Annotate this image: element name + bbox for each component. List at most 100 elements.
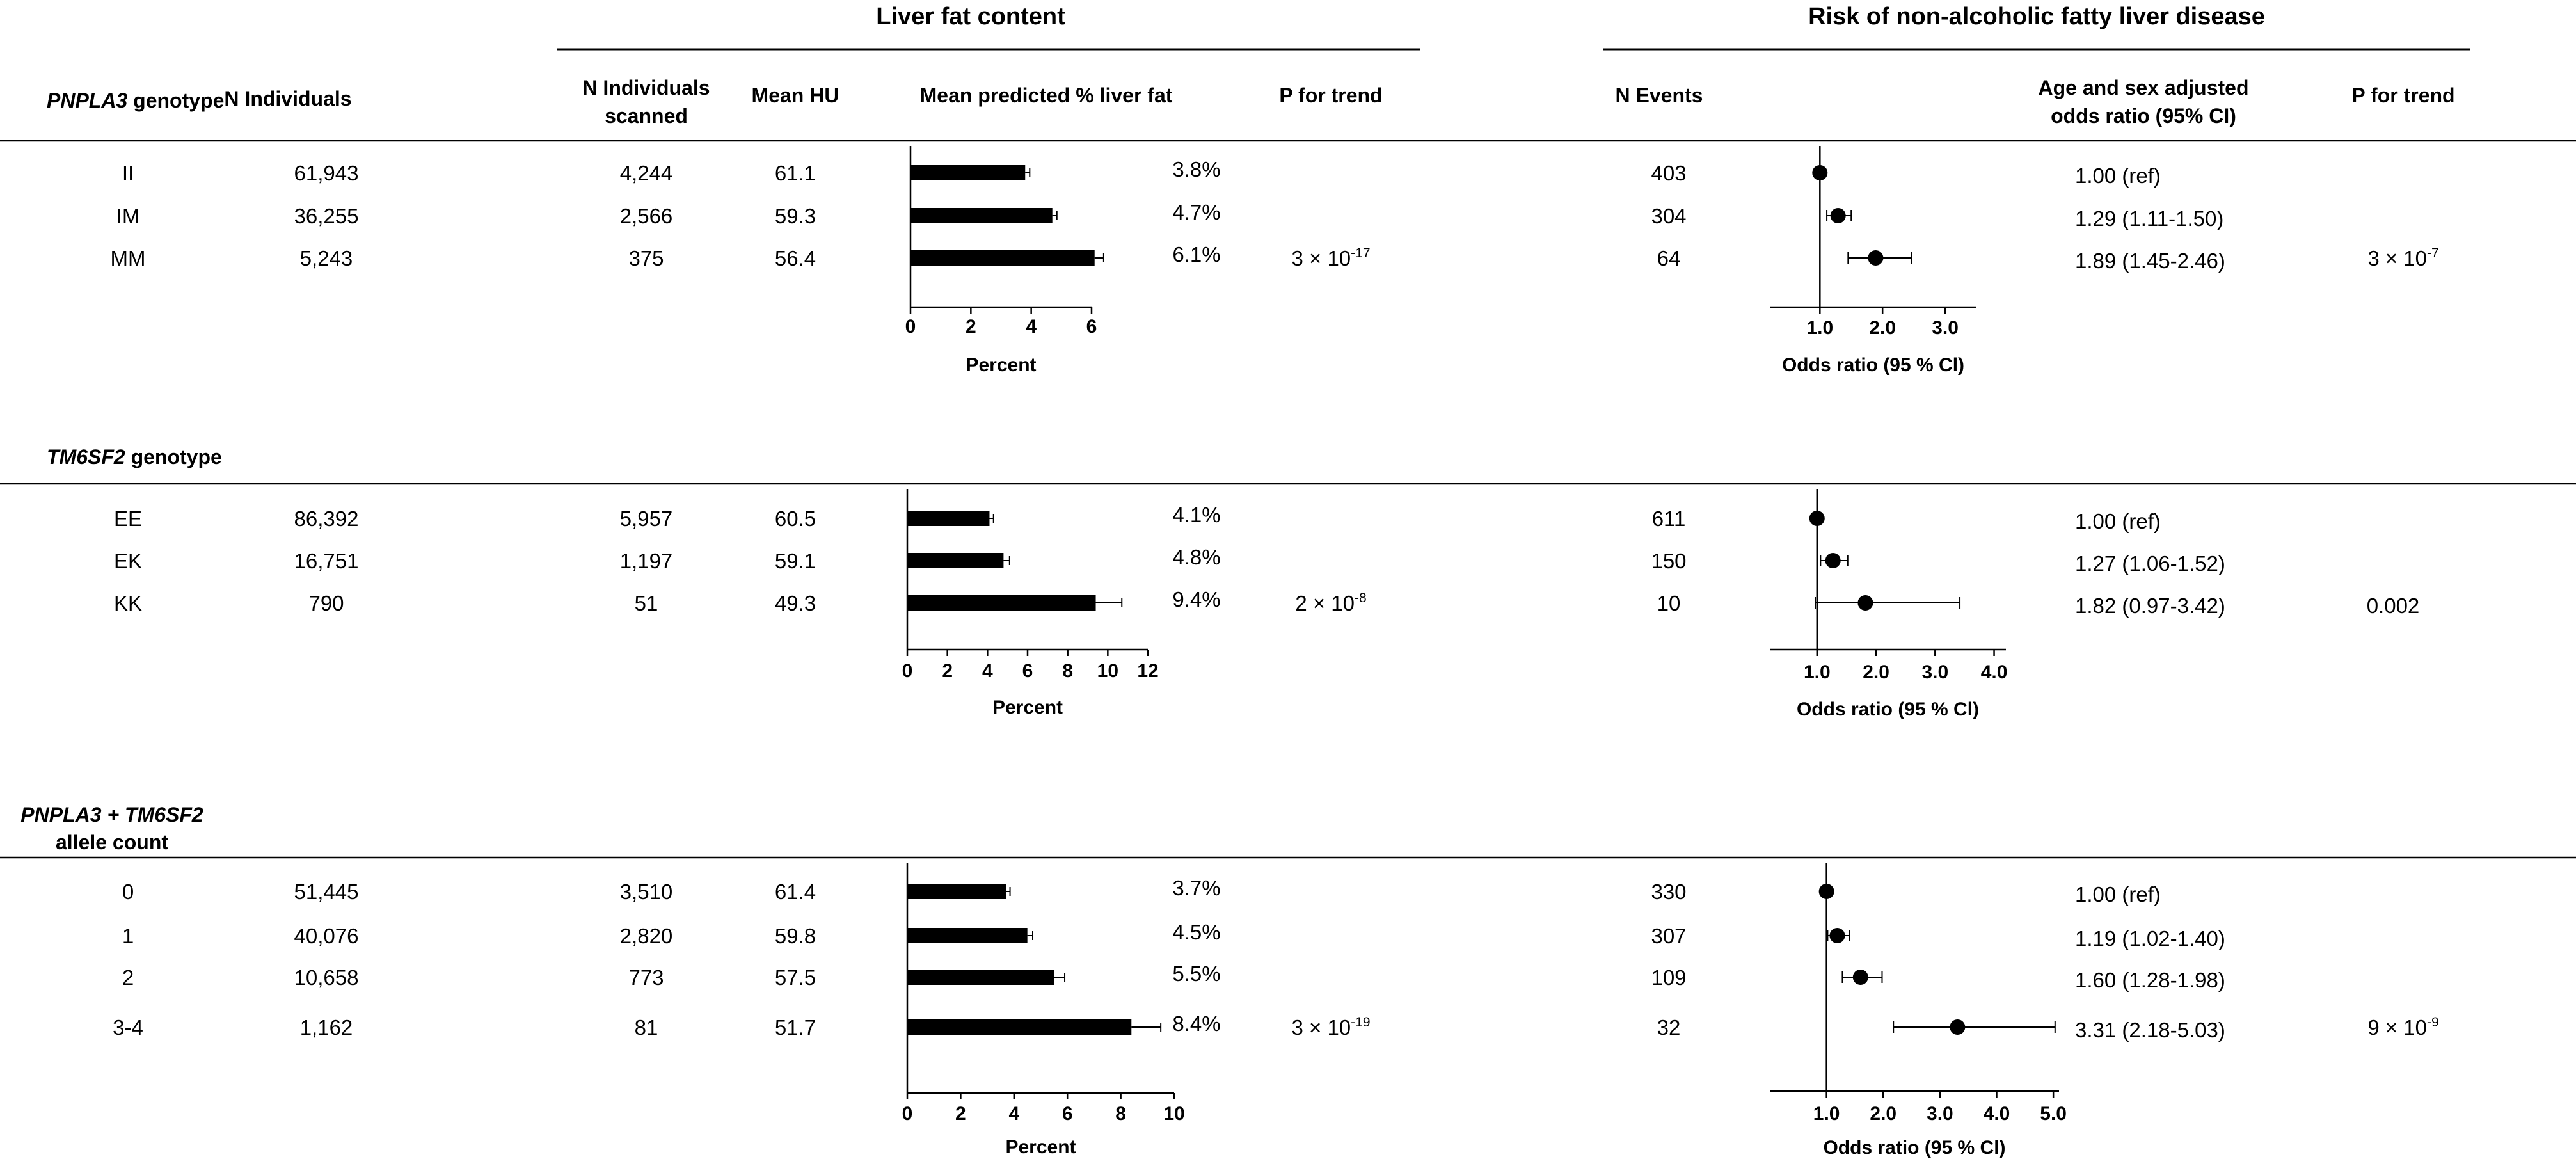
bar-tick-label: 6	[1022, 660, 1033, 682]
forest-point	[1950, 1019, 1966, 1035]
pnpla3-genotype-title: PNPLA3 genotype	[47, 89, 224, 112]
bar-tick-label: 8	[1115, 1103, 1126, 1124]
row-label: KK	[114, 591, 142, 615]
n-individuals-cell: 16,751	[294, 549, 359, 573]
pct-label: 3.7%	[1172, 876, 1220, 900]
n-scanned-header-line1: N Individuals	[582, 76, 710, 99]
bar	[907, 511, 990, 526]
n-scanned-cell: 81	[635, 1016, 658, 1039]
p-trend-fat-exponent: -17	[1351, 246, 1370, 260]
n-scanned-cell: 773	[628, 966, 664, 989]
p-trend-fat-base: 3 × 10	[1291, 246, 1351, 270]
forest-tick-label: 5.0	[2040, 1103, 2067, 1124]
bar-tick-label: 0	[902, 660, 913, 682]
or-text-cell: 1.27 (1.06-1.52)	[2075, 552, 2225, 575]
bar	[907, 1019, 1132, 1035]
bar-tick-label: 0	[905, 316, 916, 337]
p-trend-or: 0.002	[2367, 594, 2420, 618]
forest-point	[1809, 511, 1825, 526]
forest-tick-label: 4.0	[1984, 1103, 2010, 1124]
or-text-cell: 1.89 (1.45-2.46)	[2075, 249, 2225, 273]
n-individuals-cell: 36,255	[294, 204, 359, 228]
bar	[907, 553, 1004, 568]
forest-tick-label: 1.0	[1813, 1103, 1840, 1124]
forest-axis-title: Odds ratio (95 % Cl)	[1797, 699, 1979, 720]
n-events-cell: 307	[1651, 924, 1686, 948]
n-individuals-header: N Individuals	[224, 87, 351, 110]
n-scanned-header-line2: scanned	[605, 104, 688, 127]
forest-point	[1825, 553, 1841, 568]
mean-hu-cell: 59.8	[775, 924, 816, 948]
forest-tick-label: 2.0	[1870, 1103, 1896, 1124]
or-header-line2: odds ratio (95% CI)	[2051, 104, 2236, 127]
pct-label: 4.8%	[1172, 545, 1220, 569]
n-events-cell: 150	[1651, 549, 1686, 573]
p-trend-fat: 3 × 10-17	[1291, 246, 1370, 270]
mean-hu-cell: 56.4	[775, 246, 816, 270]
n-individuals-cell: 86,392	[294, 507, 359, 531]
forest-tick-label: 4.0	[1981, 662, 2008, 683]
forest-tick-label: 2.0	[1863, 662, 1889, 683]
bar	[910, 165, 1026, 180]
forest-axis-title: Odds ratio (95 % Cl)	[1782, 355, 1964, 376]
mean-hu-cell: 49.3	[775, 591, 816, 615]
forest-axis-title: Odds ratio (95 % Cl)	[1823, 1137, 2005, 1158]
bar-tick-label: 4	[1026, 316, 1037, 337]
n-scanned-cell: 5,957	[620, 507, 673, 531]
allele-count-title-line2: allele count	[56, 831, 168, 854]
forest-tick-label: 2.0	[1869, 317, 1896, 339]
or-text-cell: 1.00 (ref)	[2075, 509, 2161, 533]
n-scanned-cell: 1,197	[620, 549, 673, 573]
or-text-cell: 1.82 (0.97-3.42)	[2075, 594, 2225, 618]
p-trend-or: 3 × 10-7	[2367, 246, 2438, 270]
mean-hu-cell: 59.3	[775, 204, 816, 228]
p-trend-fat: 3 × 10-19	[1291, 1015, 1370, 1039]
mean-hu-cell: 61.1	[775, 161, 816, 185]
forest-point	[1868, 250, 1884, 266]
bar-axis-title: Percent	[992, 697, 1063, 718]
forest-tick-label: 1.0	[1804, 662, 1831, 683]
n-scanned-cell: 4,244	[620, 161, 673, 185]
pct-label: 4.7%	[1172, 200, 1220, 224]
p-trend-or-base: 3 × 10	[2367, 246, 2427, 270]
n-events-cell: 403	[1651, 161, 1686, 185]
forest-tick-label: 1.0	[1806, 317, 1833, 339]
forest-point	[1830, 208, 1846, 223]
or-header-line1: Age and sex adjusted	[2039, 76, 2249, 99]
pct-label: 5.5%	[1172, 962, 1220, 986]
n-events-cell: 330	[1651, 880, 1686, 904]
n-events-cell: 611	[1652, 507, 1686, 531]
n-events-cell: 10	[1657, 591, 1681, 615]
pct-label: 9.4%	[1172, 587, 1220, 611]
n-individuals-cell: 5,243	[300, 246, 353, 270]
row-label: 1	[122, 924, 134, 948]
pct-label: 8.4%	[1172, 1012, 1220, 1035]
bar-tick-label: 6	[1062, 1103, 1073, 1124]
or-text-cell: 1.60 (1.28-1.98)	[2075, 968, 2225, 992]
forest-point	[1852, 970, 1868, 985]
n-individuals-cell: 1,162	[300, 1016, 353, 1039]
row-label: 3-4	[113, 1016, 143, 1039]
n-events-cell: 32	[1657, 1016, 1681, 1039]
forest-tick-label: 3.0	[1921, 662, 1948, 683]
bar	[907, 928, 1028, 943]
row-label: IM	[116, 204, 140, 228]
bar	[907, 884, 1006, 899]
bar	[910, 208, 1053, 223]
n-scanned-cell: 3,510	[620, 880, 673, 904]
or-text-cell: 1.00 (ref)	[2075, 164, 2161, 188]
p-trend-fat: 2 × 10-8	[1295, 591, 1366, 615]
n-events-cell: 64	[1657, 246, 1681, 270]
or-text-cell: 1.19 (1.02-1.40)	[2075, 927, 2225, 950]
n-scanned-cell: 2,566	[620, 204, 673, 228]
p-trend-or-exponent: -7	[2427, 246, 2439, 260]
p-trend-fat-base: 2 × 10	[1295, 591, 1355, 615]
mean-pred-header: Mean predicted % liver fat	[920, 84, 1173, 107]
p-trend-or-base: 9 × 10	[2367, 1016, 2427, 1039]
gene-name: TM6SF2	[47, 445, 125, 468]
bar-tick-label: 4	[982, 660, 993, 682]
n-events-cell: 109	[1651, 966, 1686, 989]
forest-point	[1857, 595, 1873, 611]
mean-hu-cell: 51.7	[775, 1016, 816, 1039]
